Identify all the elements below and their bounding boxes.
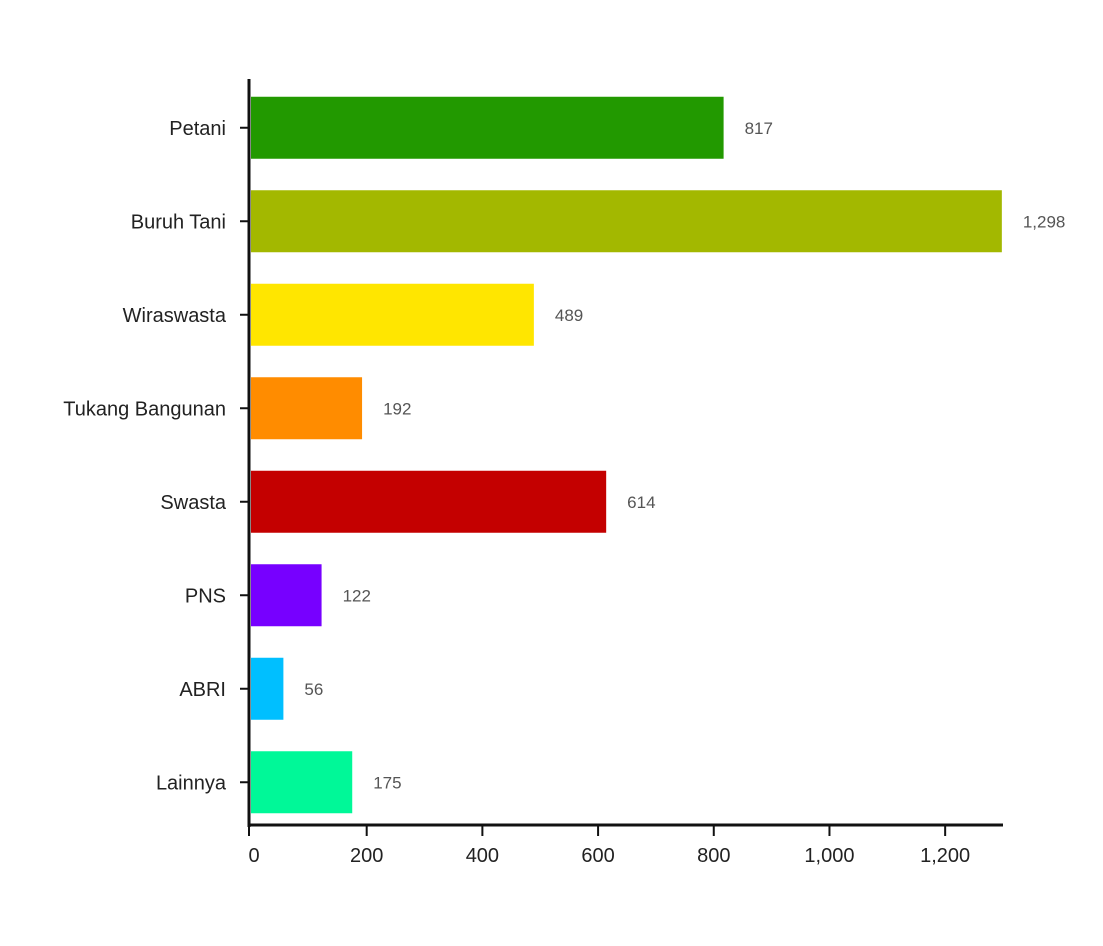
bar-3 [251, 377, 363, 440]
category-label-1: Buruh Tani [131, 211, 226, 233]
x-tick-label-6: 1,200 [920, 845, 970, 867]
value-label-0: 817 [745, 119, 773, 138]
bars-group [251, 96, 1002, 814]
x-tick-label-3: 600 [581, 845, 614, 867]
bar-5 [251, 564, 322, 627]
bar-0 [251, 96, 724, 159]
value-label-1: 1,298 [1023, 212, 1066, 231]
x-tick-label-0: 0 [248, 845, 259, 867]
x-tick-label-1: 200 [350, 845, 383, 867]
category-label-4: Swasta [160, 492, 226, 514]
category-label-0: Petani [169, 118, 226, 140]
value-labels: 817 1,298 489 192 614 122 56 175 [304, 119, 1065, 793]
category-label-7: Lainnya [156, 772, 227, 794]
axes [247, 79, 1003, 827]
x-tick-label-4: 800 [697, 845, 730, 867]
category-labels: Petani Buruh Tani Wiraswasta Tukang Banguna… [63, 118, 249, 794]
x-tick-label-2: 400 [466, 845, 499, 867]
bar-2 [251, 283, 534, 346]
value-label-7: 175 [373, 773, 401, 792]
category-label-3: Tukang Bangunan [63, 398, 226, 420]
category-label-2: Wiraswasta [123, 305, 227, 327]
bar-6 [251, 657, 284, 720]
x-tick-label-5: 1,000 [804, 845, 854, 867]
bar-7 [251, 751, 353, 814]
bar-1 [251, 190, 1002, 253]
value-label-5: 122 [343, 586, 371, 605]
category-label-5: PNS [185, 585, 226, 607]
value-label-2: 489 [555, 306, 583, 325]
value-label-4: 614 [627, 493, 655, 512]
value-label-3: 192 [383, 399, 411, 418]
value-label-6: 56 [304, 680, 323, 699]
bar-4 [251, 470, 607, 533]
x-axis-ticks: 0 200 400 600 800 1,000 1,200 [248, 825, 970, 867]
category-label-6: ABRI [179, 679, 226, 701]
